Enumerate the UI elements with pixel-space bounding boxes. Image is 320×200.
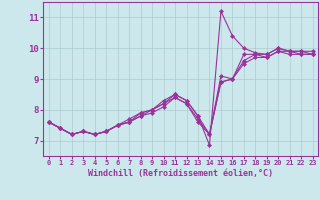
X-axis label: Windchill (Refroidissement éolien,°C): Windchill (Refroidissement éolien,°C) <box>88 169 273 178</box>
